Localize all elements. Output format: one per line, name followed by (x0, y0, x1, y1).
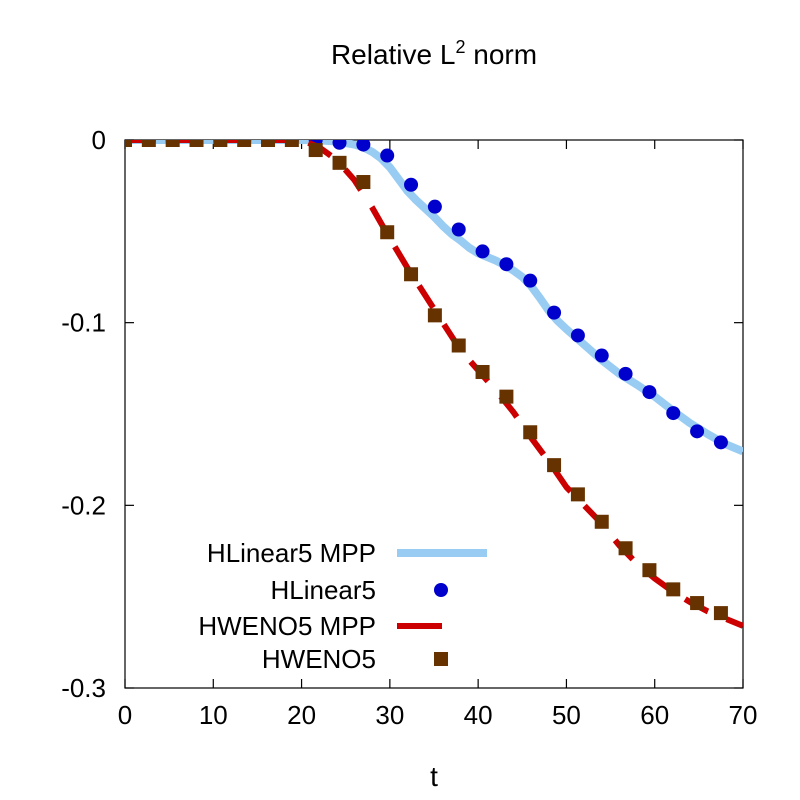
data-point-hweno5 (356, 175, 371, 190)
y-tick-label: -0.3 (61, 673, 106, 703)
x-axis-label: t (430, 761, 438, 792)
data-point-hweno5 (213, 140, 228, 147)
data-point-hweno5 (713, 606, 728, 621)
data-point-hweno5 (523, 425, 538, 440)
data-point-hweno5 (475, 364, 490, 379)
data-point-hweno5 (594, 514, 609, 529)
data-point-hlinear5 (690, 424, 705, 439)
x-tick-label: 0 (118, 700, 132, 730)
data-point-hweno5 (189, 140, 204, 147)
data-point-hweno5 (237, 140, 252, 147)
x-tick-label: 10 (199, 700, 228, 730)
data-point-hweno5 (690, 596, 705, 611)
x-tick-label: 20 (287, 700, 316, 730)
data-point-hweno5 (666, 582, 681, 597)
series-layer (125, 140, 743, 629)
data-point-hlinear5 (570, 328, 585, 343)
data-point-hlinear5 (642, 385, 657, 400)
legend-label-hlinear5: HLinear5 (270, 575, 376, 605)
legend-label-hlinear5-mpp: HLinear5 MPP (207, 538, 376, 568)
data-point-hlinear5 (356, 140, 371, 152)
data-point-hweno5 (547, 458, 562, 473)
x-tick-label: 30 (375, 700, 404, 730)
data-point-hweno5 (284, 140, 299, 147)
legend-swatch-hweno5 (434, 652, 448, 666)
x-tick-label: 60 (640, 700, 669, 730)
data-point-hlinear5 (451, 222, 466, 237)
data-point-hweno5 (141, 140, 156, 147)
data-point-hweno5 (380, 225, 395, 240)
data-point-hweno5 (261, 140, 276, 147)
legend-label-hweno5-mpp: HWENO5 MPP (198, 611, 376, 641)
y-tick-label: -0.1 (61, 308, 106, 338)
axis-ticks: 0 10 20 30 40 50 60 70 0 -0.1 -0.2 -0.3 (61, 125, 757, 730)
data-point-hlinear5 (380, 148, 395, 163)
y-tick-label: 0 (92, 125, 106, 155)
data-point-hlinear5 (427, 199, 442, 214)
data-point-hlinear5 (618, 366, 633, 381)
legend-label-hweno5: HWENO5 (262, 644, 376, 674)
data-point-hweno5 (451, 338, 466, 353)
chart-title: Relative L2 norm (331, 37, 537, 70)
x-tick-label: 40 (464, 700, 493, 730)
data-point-hlinear5 (594, 348, 609, 363)
data-point-hweno5 (332, 155, 347, 170)
data-point-hlinear5 (523, 273, 538, 288)
plot-frame (124, 139, 744, 689)
data-point-hlinear5 (547, 305, 562, 320)
data-point-hlinear5 (666, 406, 681, 421)
data-point-hweno5 (570, 487, 585, 502)
data-point-hweno5 (308, 143, 323, 158)
y-tick-label: -0.2 (61, 490, 106, 520)
data-point-hweno5 (499, 389, 514, 404)
data-point-hlinear5 (332, 140, 347, 150)
data-point-hweno5 (165, 140, 180, 147)
data-point-hweno5 (125, 140, 132, 147)
data-point-hlinear5 (713, 435, 728, 450)
data-point-hweno5 (404, 267, 419, 282)
data-point-hweno5 (618, 541, 633, 556)
x-tick-label: 70 (729, 700, 758, 730)
x-tick-label: 50 (552, 700, 581, 730)
data-point-hlinear5 (475, 244, 490, 259)
data-point-hweno5 (642, 563, 657, 578)
data-point-hweno5 (427, 308, 442, 323)
legend-swatch-hlinear5 (434, 583, 448, 597)
data-point-hlinear5 (499, 257, 514, 272)
data-point-hlinear5 (404, 177, 419, 192)
series-line-hlinear5-mpp (125, 140, 743, 456)
